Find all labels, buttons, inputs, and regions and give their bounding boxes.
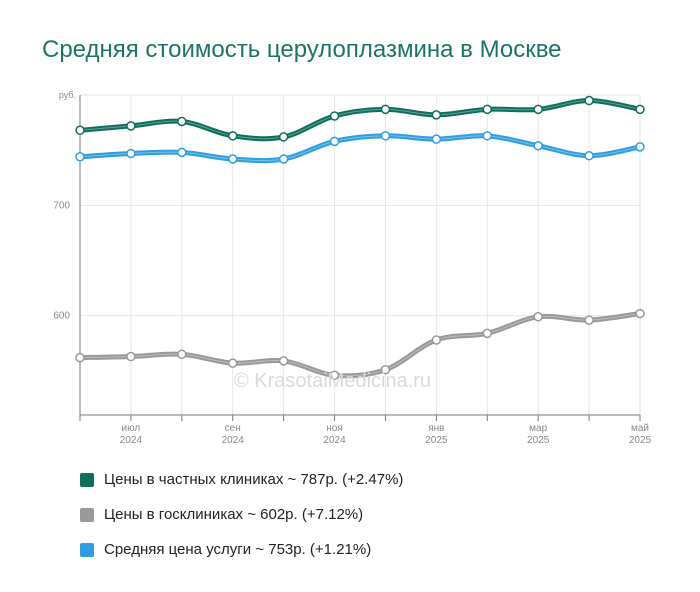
x-tick-label-month: янв — [428, 423, 444, 434]
data-point — [75, 352, 85, 363]
data-point — [533, 104, 543, 115]
data-point — [126, 121, 136, 131]
data-point — [227, 358, 238, 368]
series-lines — [75, 95, 645, 381]
data-point — [177, 349, 187, 360]
legend-label-average: Средняя цена услуги ~ 753р. (+1.21%) — [104, 541, 372, 558]
series-line-average — [77, 133, 643, 164]
data-point — [635, 142, 645, 152]
series-public — [75, 308, 645, 381]
data-point — [227, 131, 238, 141]
data-point — [482, 104, 493, 115]
data-point — [533, 141, 543, 151]
y-axis-unit-label: руб. — [59, 90, 76, 100]
data-point — [431, 335, 442, 345]
legend-swatch-private — [80, 472, 94, 487]
x-tick-label-month: мар — [529, 423, 547, 434]
x-tick-label-year: 2025 — [629, 435, 652, 446]
watermark: © KrasotaiMedicina.ru — [234, 370, 432, 392]
data-point — [75, 125, 85, 136]
data-point — [431, 134, 442, 144]
data-point — [584, 95, 594, 106]
legend-label-private: Цены в частных клиниках ~ 787р. (+2.47%) — [104, 471, 404, 488]
legend: Цены в частных клиниках ~ 787р. (+2.47%)… — [80, 462, 403, 567]
data-point — [126, 148, 136, 159]
data-point — [227, 154, 238, 164]
x-tick-label-month: сен — [225, 423, 241, 434]
data-point — [635, 308, 645, 319]
data-point — [177, 116, 187, 127]
series-line-highlight — [79, 312, 641, 377]
line-chart: 600700руб.июл2024сен2024ноя2024янв2025ма… — [53, 90, 651, 446]
data-point — [278, 356, 289, 366]
data-point — [126, 351, 136, 362]
y-tick-label: 600 — [53, 311, 70, 322]
x-tick-label-year: 2024 — [222, 435, 245, 446]
legend-item-average[interactable]: Средняя цена услуги ~ 753р. (+1.21%) — [80, 532, 403, 567]
legend-label-public: Цены в госклиниках ~ 602р. (+7.12%) — [104, 506, 364, 523]
data-point — [380, 104, 391, 115]
series-average — [75, 131, 645, 164]
data-point — [278, 132, 289, 142]
legend-swatch-public — [80, 507, 94, 522]
data-point — [431, 110, 442, 120]
data-point — [635, 104, 645, 115]
grid — [80, 94, 641, 415]
data-point — [482, 131, 493, 141]
axes: 600700руб.июл2024сен2024ноя2024янв2025ма… — [53, 90, 651, 446]
data-point — [380, 131, 391, 141]
data-point — [482, 328, 493, 339]
x-tick-label-month: июл — [122, 423, 141, 434]
legend-item-public[interactable]: Цены в госклиниках ~ 602р. (+7.12%) — [80, 497, 403, 532]
data-point — [584, 150, 594, 161]
data-point — [177, 147, 187, 158]
x-tick-label-year: 2025 — [527, 435, 550, 446]
data-point — [329, 111, 340, 121]
chart-title: Средняя стоимость церулоплазмина в Москв… — [42, 36, 562, 63]
data-point — [329, 136, 340, 147]
data-point — [75, 152, 85, 162]
legend-swatch-average — [80, 542, 94, 557]
legend-item-private[interactable]: Цены в частных клиниках ~ 787р. (+2.47%) — [80, 462, 403, 497]
data-point — [584, 315, 594, 325]
series-line-public — [77, 310, 643, 379]
x-tick-label-year: 2024 — [323, 435, 346, 446]
data-point — [329, 370, 340, 381]
data-point — [380, 365, 391, 375]
x-tick-label-month: ноя — [326, 423, 343, 434]
x-tick-label-year: 2024 — [120, 435, 143, 446]
x-tick-label-month: май — [631, 423, 649, 434]
data-point — [533, 312, 543, 322]
series-private — [75, 95, 645, 142]
x-tick-label-year: 2025 — [425, 435, 448, 446]
y-tick-label: 700 — [53, 200, 70, 211]
data-point — [278, 154, 289, 164]
